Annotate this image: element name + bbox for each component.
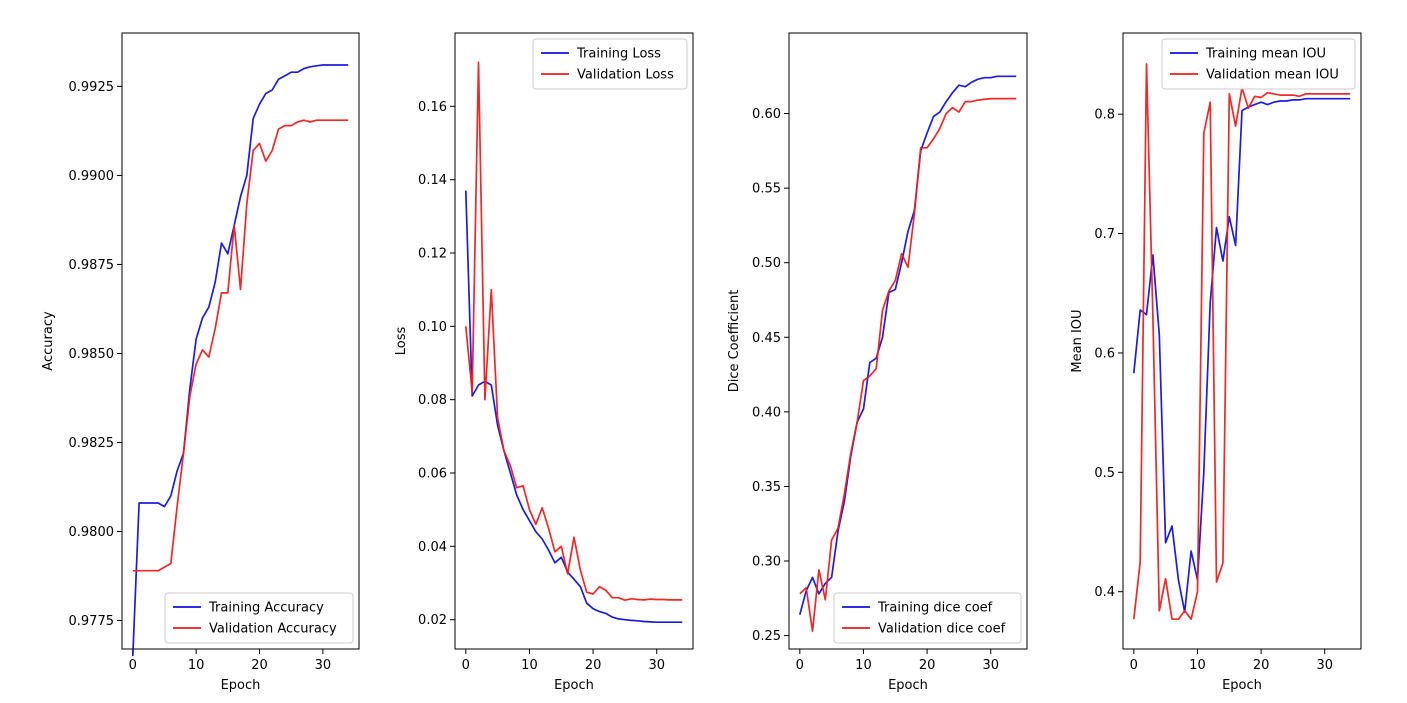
y-axis-label: Mean IOU (1070, 309, 1085, 372)
y-tick-label: 0.9900 (69, 169, 115, 184)
legend: Training Accuracy Validation Accuracy (164, 592, 354, 644)
x-tick-label: 20 (919, 658, 936, 673)
legend-label-training: Training dice coef (877, 601, 993, 616)
plot-frame (454, 32, 694, 650)
x-tick-label: 20 (585, 658, 602, 673)
chart-panel-4: 0 10 20 30 0.4 0.5 0.6 0.7 0.8 Epoch Mean IOU Train… (1070, 32, 1362, 693)
x-tick-label: 30 (982, 658, 999, 673)
y-tick-label: 0.40 (752, 405, 781, 420)
plot-frame (121, 32, 360, 650)
y-tick-label: 0.02 (418, 613, 447, 628)
plot-frame (788, 32, 1028, 650)
x-tick-label: 0 (796, 658, 804, 673)
x-tick-label: 0 (462, 658, 470, 673)
chart-panel-1: 0 10 20 30 0.9775 0.9800 0.9825 0.9850 0.9875 0.9… (41, 32, 360, 693)
y-tick-label: 0.5 (1094, 466, 1115, 481)
legend-label-training: Training Loss (576, 47, 661, 62)
y-tick-label: 0.35 (752, 480, 781, 495)
y-tick-label: 0.9925 (69, 80, 115, 95)
legend-box (532, 38, 688, 90)
legend-label-validation: Validation Accuracy (209, 622, 337, 637)
y-tick-label: 0.10 (418, 320, 447, 335)
x-tick-label: 20 (1253, 658, 1270, 673)
chart-panel-2: 0 10 20 30 0.02 0.04 0.06 0.08 0.10 0.12 0.14 0.16 E… (394, 32, 694, 693)
legend-label-validation: Validation dice coef (878, 622, 1006, 637)
legend-label-training: Training mean IOU (1205, 47, 1326, 62)
y-tick-label: 0.55 (752, 182, 781, 197)
y-tick-label: 0.06 (418, 467, 447, 482)
chart-panel-3: 0 10 20 30 0.25 0.30 0.35 0.40 0.45 0.50 0.55 0.60 E… (727, 32, 1028, 693)
x-tick-label: 30 (1316, 658, 1333, 673)
y-tick-label: 0.4 (1094, 585, 1115, 600)
series-line-training (131, 64, 349, 657)
legend: Training dice coef Validation dice coef (833, 592, 1022, 644)
y-tick-label: 0.9775 (69, 614, 115, 629)
x-tick-label: 30 (315, 658, 332, 673)
y-tick-label: 0.12 (418, 247, 447, 262)
legend-label-training: Training Accuracy (208, 601, 324, 616)
legend: Training Loss Validation Loss (532, 38, 688, 90)
x-tick-label: 10 (855, 658, 872, 673)
y-tick-label: 0.60 (752, 107, 781, 122)
y-tick-label: 0.6 (1094, 346, 1115, 361)
series-line-training (798, 75, 1017, 615)
legend-box (1161, 38, 1356, 90)
y-tick-label: 0.9825 (69, 436, 115, 451)
y-tick-label: 0.9800 (69, 525, 115, 540)
series-line-validation (799, 97, 1017, 632)
x-tick-label: 10 (1189, 658, 1206, 673)
y-tick-label: 0.9875 (69, 258, 115, 273)
series-line-validation (464, 61, 683, 602)
legend: Training mean IOU Validation mean IOU (1161, 38, 1356, 90)
y-tick-label: 0.9850 (69, 347, 115, 362)
y-tick-label: 0.30 (752, 555, 781, 570)
series-line-training (1132, 97, 1351, 613)
y-tick-label: 0.04 (418, 540, 447, 555)
plot-frame (1122, 32, 1362, 650)
y-tick-label: 0.50 (752, 256, 781, 271)
x-axis-label: Epoch (1222, 678, 1262, 693)
x-tick-label: 30 (648, 658, 665, 673)
y-tick-label: 0.7 (1094, 227, 1115, 242)
x-tick-label: 0 (1130, 658, 1138, 673)
legend-box (833, 592, 1022, 644)
x-tick-label: 10 (521, 658, 538, 673)
series-line-validation (132, 119, 349, 572)
y-tick-label: 0.08 (418, 393, 447, 408)
x-axis-label: Epoch (221, 678, 261, 693)
legend-box (164, 592, 354, 644)
x-axis-label: Epoch (554, 678, 594, 693)
y-tick-label: 0.16 (418, 100, 447, 115)
y-axis-label: Dice Coefficient (727, 290, 742, 393)
y-axis-label: Accuracy (41, 311, 56, 371)
x-tick-label: 0 (129, 658, 137, 673)
legend-label-validation: Validation Loss (577, 68, 674, 83)
x-axis-label: Epoch (888, 678, 928, 693)
x-tick-label: 10 (188, 658, 205, 673)
y-tick-label: 0.14 (418, 173, 447, 188)
y-tick-label: 0.45 (752, 331, 781, 346)
y-tick-label: 0.25 (752, 629, 781, 644)
y-axis-label: Loss (394, 327, 409, 356)
y-tick-label: 0.8 (1094, 108, 1115, 123)
x-tick-label: 20 (251, 658, 268, 673)
legend-label-validation: Validation mean IOU (1206, 68, 1339, 83)
